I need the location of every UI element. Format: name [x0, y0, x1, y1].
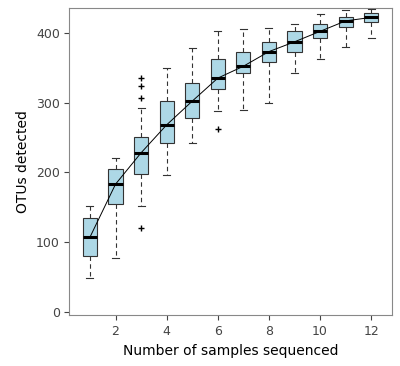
PathPatch shape	[364, 13, 378, 22]
PathPatch shape	[313, 25, 327, 38]
PathPatch shape	[288, 31, 302, 52]
PathPatch shape	[236, 52, 250, 73]
PathPatch shape	[134, 138, 148, 174]
PathPatch shape	[83, 218, 97, 256]
PathPatch shape	[211, 59, 225, 89]
PathPatch shape	[160, 101, 174, 143]
PathPatch shape	[108, 169, 122, 204]
PathPatch shape	[185, 83, 199, 118]
Y-axis label: OTUs detected: OTUs detected	[16, 111, 30, 213]
PathPatch shape	[262, 42, 276, 62]
X-axis label: Number of samples sequenced: Number of samples sequenced	[123, 344, 338, 358]
PathPatch shape	[339, 17, 353, 27]
